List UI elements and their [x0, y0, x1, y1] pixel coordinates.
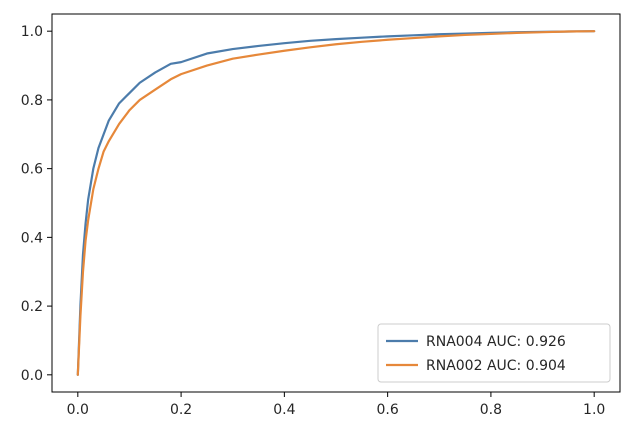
legend-label-1: RNA004 AUC: 0.926 — [426, 334, 566, 350]
y-tick-label: 0.4 — [21, 230, 43, 246]
x-tick-label: 1.0 — [583, 402, 605, 418]
axes-frame — [51, 13, 621, 393]
y-axis-ticks: 0.0 0.2 0.4 0.6 0.8 1.0 — [21, 24, 52, 384]
series-lines — [76, 30, 596, 376]
y-tick-label: 0.6 — [21, 162, 43, 178]
x-tick-label: 0.4 — [273, 402, 295, 418]
x-tick-label: 0.0 — [67, 402, 89, 418]
x-tick-label: 0.8 — [480, 402, 502, 418]
x-tick-label: 0.2 — [170, 402, 192, 418]
legend-box — [377, 323, 611, 383]
x-axis-ticks: 0.0 0.2 0.4 0.6 0.8 1.0 — [67, 392, 605, 418]
y-tick-label: 0.2 — [21, 299, 43, 315]
series-line-2 — [76, 30, 596, 376]
y-tick-label: 0.0 — [21, 368, 43, 384]
y-tick-label: 1.0 — [21, 24, 43, 40]
legend-label-2: RNA002 AUC: 0.904 — [426, 358, 566, 374]
x-tick-label: 0.6 — [377, 402, 399, 418]
series-line-1 — [76, 30, 596, 376]
legend: RNA004 AUC: 0.926 RNA002 AUC: 0.904 — [377, 323, 611, 383]
y-tick-label: 0.8 — [21, 93, 43, 109]
